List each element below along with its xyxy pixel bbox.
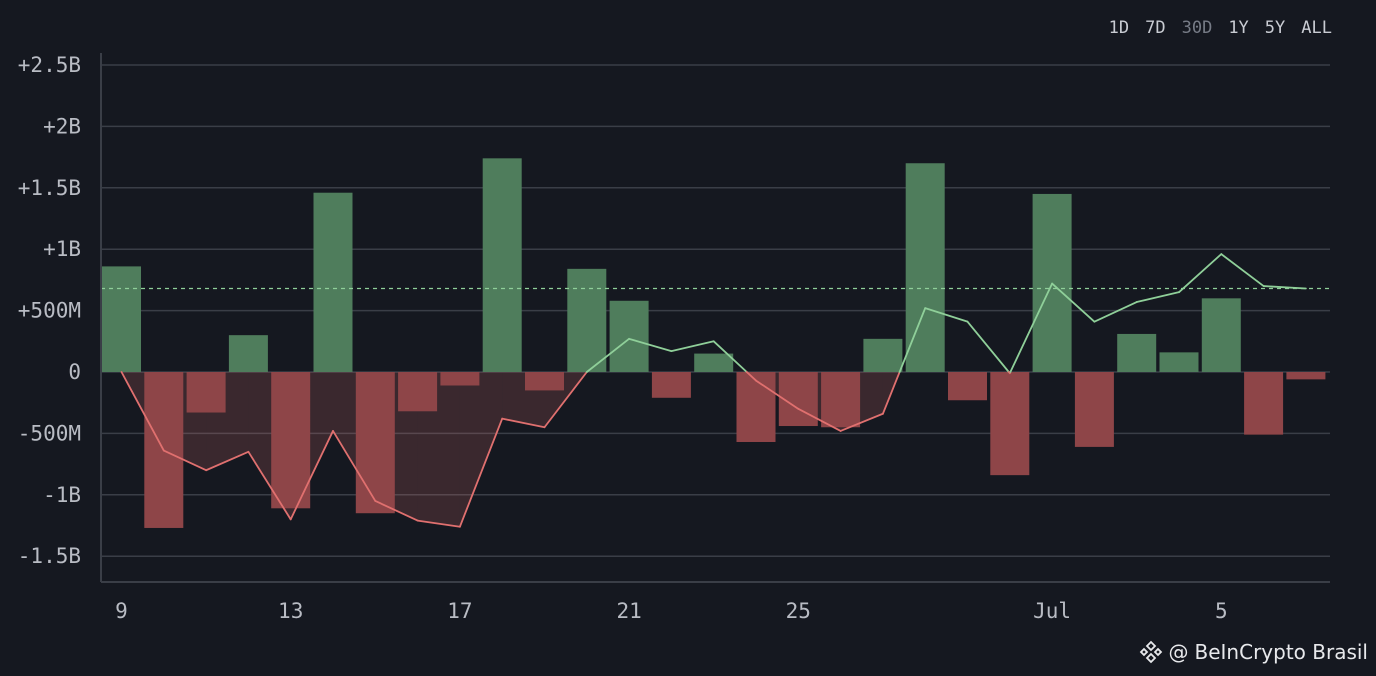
x-tick-label: 17 — [447, 599, 472, 623]
negative-line-segment — [501, 417, 546, 429]
y-tick-label: 0 — [68, 360, 81, 384]
range-tab-1d[interactable]: 1D — [1108, 18, 1130, 38]
bar — [1159, 352, 1199, 372]
time-range-tabs: 1D 7D 30D 1Y 5Y ALL — [1109, 18, 1332, 38]
positive-area — [1263, 286, 1306, 372]
y-tick-label: -1B — [43, 483, 81, 507]
bar — [694, 353, 734, 372]
bar — [228, 335, 268, 372]
bar — [440, 372, 480, 386]
trend-line — [101, 253, 1330, 528]
bar — [525, 372, 564, 391]
negative-line-segment — [205, 450, 250, 472]
bar — [1117, 333, 1157, 372]
positive-line-segment — [1178, 253, 1223, 294]
tick-labels: +2.5B +2B +1.5B +1B +500M 0 -500M -1B -1.5B 9 13 17… — [18, 53, 1228, 623]
axes — [100, 53, 1330, 583]
y-tick-label: +2.5B — [18, 53, 81, 77]
negative-line-segment — [458, 417, 504, 528]
x-tick-label: Jul — [1033, 599, 1071, 623]
range-tab-5y[interactable]: 5Y — [1264, 18, 1286, 38]
positive-line-segment — [1262, 285, 1307, 290]
watermark: @ BeInCrypto Brasil — [1139, 640, 1369, 664]
bar — [863, 338, 903, 372]
negative-line-segment — [247, 450, 292, 521]
y-tick-label: -1.5B — [18, 544, 81, 568]
bar — [736, 372, 776, 442]
bar — [186, 372, 226, 413]
bar — [778, 372, 818, 427]
range-tab-1y[interactable]: 1Y — [1228, 18, 1249, 38]
bar — [313, 192, 353, 372]
positive-line-segment — [1093, 301, 1138, 323]
negative-area — [459, 372, 503, 527]
range-tab-all[interactable]: ALL — [1301, 18, 1332, 38]
y-tick-label: +1.5B — [18, 176, 81, 200]
positive-line-segment — [924, 307, 969, 323]
positive-line-segment — [1009, 282, 1053, 373]
negative-line-segment — [332, 430, 377, 502]
bar — [1074, 372, 1114, 447]
negative-line-segment — [839, 412, 884, 432]
y-tick-label: +500M — [18, 299, 81, 323]
positive-line-segment — [670, 340, 715, 353]
bar — [355, 372, 395, 514]
bar — [948, 372, 987, 401]
negative-line-segment — [755, 379, 800, 410]
watermark-at: @ — [1168, 640, 1189, 664]
y-tick-label: -500M — [18, 421, 81, 445]
positive-line-segment — [628, 337, 673, 353]
positive-line-segment — [1135, 291, 1180, 303]
bar — [609, 300, 649, 372]
positive-line-segment — [1220, 253, 1265, 287]
negative-line-segment — [289, 430, 334, 521]
range-tab-30d[interactable]: 30D — [1181, 18, 1213, 38]
bar — [482, 158, 522, 372]
range-tab-7d[interactable]: 7D — [1145, 18, 1166, 38]
bar — [102, 266, 141, 372]
negative-line-segment — [162, 449, 208, 472]
x-tick-label: 25 — [786, 599, 811, 623]
negative-line-segment — [882, 371, 901, 415]
positive-line-segment — [585, 337, 630, 373]
negative-line-segment — [120, 371, 165, 452]
positive-line-segment — [898, 307, 927, 373]
negative-line-segment — [797, 407, 842, 432]
negative-line-segment — [543, 371, 588, 429]
negative-line-segment — [374, 500, 419, 522]
y-tick-label: +1B — [43, 237, 81, 261]
bar — [1286, 372, 1326, 380]
watermark-text: BeInCrypto Brasil — [1194, 640, 1369, 664]
bar — [1201, 298, 1241, 372]
bar — [821, 372, 861, 428]
negative-line-segment — [416, 519, 461, 528]
y-tick-label: +2B — [43, 114, 81, 138]
bar — [271, 372, 311, 509]
negative-line-segment — [745, 371, 757, 382]
bar — [651, 372, 691, 398]
x-tick-label: 21 — [616, 599, 641, 623]
bar — [1244, 372, 1284, 435]
bar — [567, 268, 607, 372]
positive-line-segment — [1051, 282, 1096, 323]
binance-logo-icon — [1139, 640, 1162, 664]
x-tick-label: 5 — [1215, 599, 1228, 623]
bar — [990, 372, 1030, 476]
positive-line-segment — [712, 340, 748, 373]
bar — [398, 372, 438, 412]
positive-line-segment — [966, 320, 1010, 373]
x-tick-label: 9 — [115, 599, 128, 623]
x-tick-label: 13 — [278, 599, 303, 623]
grid — [101, 64, 1330, 557]
bar — [905, 163, 945, 372]
